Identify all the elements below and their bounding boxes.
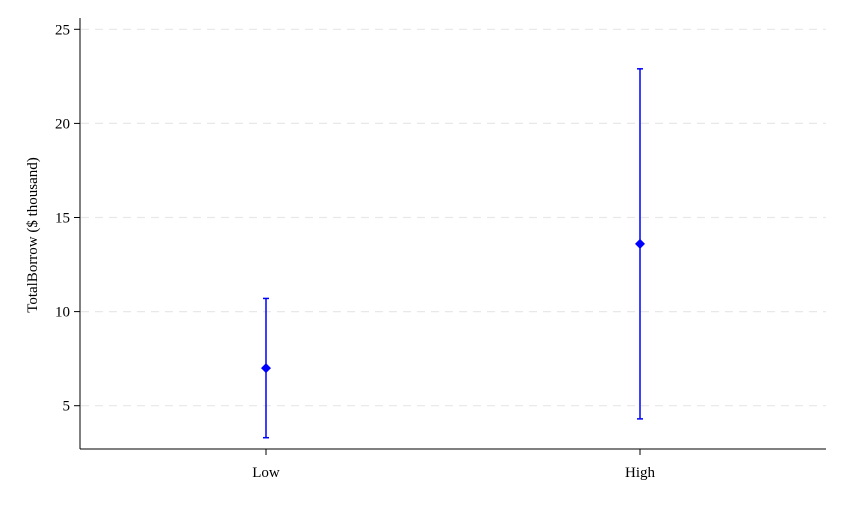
- x-tick-label: High: [625, 465, 656, 481]
- y-tick-label: 15: [55, 211, 70, 227]
- point-marker-low: [261, 363, 271, 374]
- y-axis-label: TotalBorrow ($ thousand): [25, 157, 41, 313]
- point-marker-high: [635, 238, 645, 249]
- data-marks: [261, 68, 645, 439]
- y-axis-ticks: 5 10 15 20 25: [55, 22, 80, 415]
- grid-lines: [81, 28, 826, 407]
- x-axis-ticks: Low High: [252, 449, 656, 481]
- y-tick-label: 20: [55, 116, 70, 132]
- axes: [79, 18, 826, 450]
- y-tick-label: 5: [63, 399, 71, 415]
- y-tick-label: 25: [55, 22, 70, 38]
- y-tick-label: 10: [55, 305, 70, 321]
- x-tick-label: Low: [252, 465, 280, 481]
